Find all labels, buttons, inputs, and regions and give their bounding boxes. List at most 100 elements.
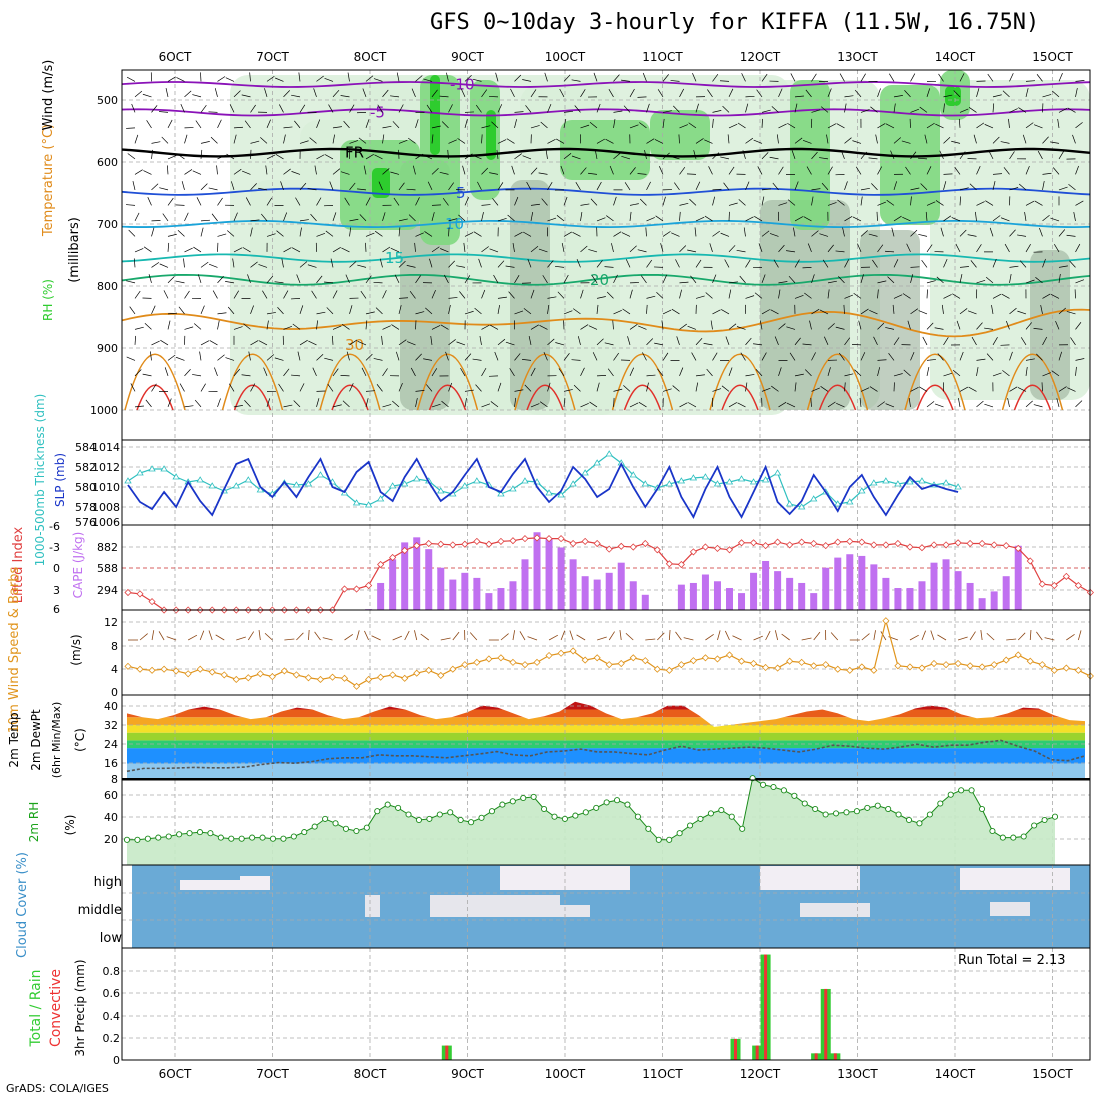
wind-barb — [769, 156, 779, 160]
wind-barb — [250, 340, 259, 346]
wind-barb — [827, 244, 834, 253]
wind-barb — [745, 259, 751, 268]
wind-barb — [1000, 217, 1010, 222]
bottom-x-tick-label: 12OCT — [740, 1067, 781, 1081]
wind-barb — [530, 89, 537, 98]
surface-wind-barb — [813, 631, 821, 641]
wind-barb — [939, 150, 944, 160]
wind-barb — [580, 402, 589, 408]
wind-barb — [341, 323, 350, 330]
wind-barb — [919, 386, 928, 392]
wind-barb — [689, 198, 697, 206]
slp-tick-label: 1012 — [92, 461, 120, 474]
wind-speed-line-marker — [497, 654, 505, 662]
wind-barb — [1009, 73, 1014, 82]
wind-barb — [415, 390, 425, 392]
wind-barb — [365, 154, 374, 160]
wind-barb — [695, 138, 704, 144]
wind-barb — [382, 89, 389, 98]
wind-barb — [316, 275, 323, 284]
wind-barb — [396, 72, 400, 82]
wind-barb — [258, 187, 268, 191]
wind-barb — [789, 352, 796, 361]
wind-barb — [644, 150, 647, 159]
thickness-line-marker — [737, 475, 746, 482]
thickness-line-marker — [882, 477, 890, 484]
wind-barb — [975, 211, 977, 221]
wind-barb — [547, 138, 556, 144]
rh-marker — [822, 811, 829, 818]
wind-barb — [530, 403, 540, 408]
wind-barb — [770, 309, 779, 315]
wind-barb — [639, 198, 647, 206]
thickness-line-marker — [906, 478, 914, 485]
wind-barb — [776, 134, 779, 144]
wind-barb — [192, 94, 202, 98]
wind-barb — [753, 343, 763, 346]
wind-barb — [194, 399, 202, 408]
wind-barb — [558, 368, 565, 377]
wind-barb — [778, 323, 786, 330]
wind-speed-line-marker — [762, 663, 770, 672]
wind-barb — [431, 167, 439, 175]
wind-barb — [464, 119, 468, 128]
wind-barb — [611, 243, 614, 252]
wind-speed-line-marker — [677, 661, 685, 669]
wind-barb — [1009, 265, 1019, 268]
wind-barb — [877, 322, 885, 330]
wind-barb — [242, 247, 251, 253]
wind-barb — [786, 250, 796, 253]
wind-barb — [877, 201, 887, 206]
wind-barb — [530, 211, 534, 221]
wind-barb — [332, 246, 341, 253]
thickness-line-marker — [437, 487, 445, 494]
top-x-tick-label: 10OCT — [545, 50, 586, 64]
wind-speed-line-marker — [1014, 651, 1022, 659]
wind-barb — [740, 352, 746, 361]
wind-speed-line-marker — [665, 666, 673, 674]
wind-barb — [629, 367, 634, 377]
wind-barb — [707, 89, 713, 98]
temperature-contour-label: -10 — [450, 76, 475, 94]
wind-barb — [943, 94, 953, 98]
wind-barb — [316, 354, 324, 361]
wind-barb — [460, 88, 466, 98]
wind-barb — [959, 351, 964, 361]
wind-barb — [728, 281, 738, 284]
wind-barb — [276, 230, 284, 237]
wind-barb — [260, 137, 268, 144]
li-tick-label: 6 — [53, 603, 60, 616]
wind-barb — [431, 325, 441, 330]
wind-barb — [959, 187, 969, 191]
wind-barb — [233, 212, 238, 222]
wind-barb — [563, 231, 572, 237]
wind-barb — [629, 245, 637, 253]
wind-barb — [464, 397, 467, 407]
wind-barb — [332, 126, 342, 129]
lifted-index-line-marker — [569, 539, 577, 548]
surface-wind-barb — [830, 632, 839, 641]
wind-barb — [199, 351, 202, 361]
wind-barb — [357, 188, 367, 191]
wind-barb — [724, 259, 730, 268]
grid — [122, 948, 1090, 1060]
cape-bar — [617, 562, 625, 610]
top-x-tick-label: 13OCT — [837, 50, 878, 64]
cape-bar — [966, 582, 974, 610]
wind-barb — [460, 367, 466, 377]
wind-barb — [926, 359, 936, 361]
wind-barb — [299, 261, 308, 268]
wind-barb — [479, 335, 482, 345]
wind-barb — [444, 274, 449, 284]
surface-wind-barb — [364, 630, 369, 641]
wind-barb — [704, 139, 713, 144]
rh-marker — [905, 816, 913, 824]
wind-barb — [720, 156, 730, 160]
wind-barb — [976, 366, 979, 376]
wind-barb — [233, 134, 237, 144]
wind-barb — [314, 165, 317, 175]
wind-barb — [728, 245, 736, 253]
wind-barb — [613, 274, 618, 284]
wind-barb — [316, 119, 321, 129]
wind-barb — [1042, 372, 1052, 377]
